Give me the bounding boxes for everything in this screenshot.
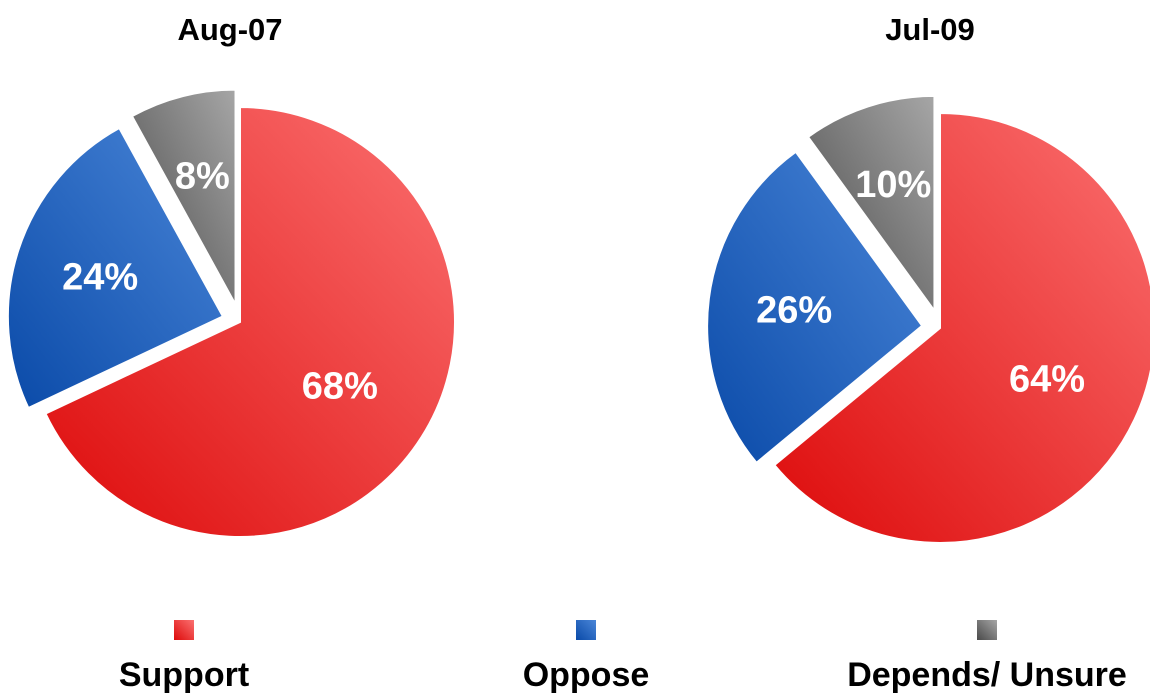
slice-label-depends-unsure: 8% bbox=[175, 155, 230, 197]
legend-item-depends-unsure: Depends/ Unsure bbox=[847, 620, 1127, 693]
pie-slice-depends-unsure bbox=[130, 88, 237, 306]
slice-label-support: 64% bbox=[1009, 358, 1085, 400]
chart-aug-07: Aug-07 68% 24% 8% bbox=[6, 12, 456, 538]
pie-slice-support bbox=[772, 111, 1150, 544]
slice-label-depends-unsure: 10% bbox=[855, 164, 931, 206]
legend-swatch-oppose bbox=[576, 620, 596, 640]
slice-label-support: 68% bbox=[302, 365, 378, 407]
chart-title-jul-09: Jul-09 bbox=[885, 12, 975, 47]
legend-swatch-support bbox=[174, 620, 194, 640]
legend-item-oppose: Oppose bbox=[523, 620, 650, 693]
legend-label-depends-unsure: Depends/ Unsure bbox=[847, 656, 1127, 693]
legend: Support Oppose Depends/ Unsure bbox=[119, 620, 1127, 693]
chart-title-aug-07: Aug-07 bbox=[177, 12, 282, 47]
legend-label-support: Support bbox=[119, 656, 249, 693]
legend-item-support: Support bbox=[119, 620, 249, 693]
pie-slice-oppose bbox=[706, 150, 924, 465]
slice-label-oppose: 26% bbox=[756, 290, 832, 332]
slice-label-oppose: 24% bbox=[62, 257, 138, 299]
pie-aug-07: 68% 24% 8% bbox=[6, 88, 456, 538]
pie-slice-oppose bbox=[6, 126, 225, 410]
pie-slice-depends-unsure bbox=[806, 94, 936, 314]
pie-jul-09: 64% 26% 10% bbox=[706, 94, 1150, 544]
pie-slice-support bbox=[44, 105, 456, 538]
chart-jul-09: Jul-09 64% 26% 10% bbox=[706, 12, 1150, 544]
legend-swatch-depends-unsure bbox=[977, 620, 997, 640]
legend-label-oppose: Oppose bbox=[523, 656, 650, 693]
